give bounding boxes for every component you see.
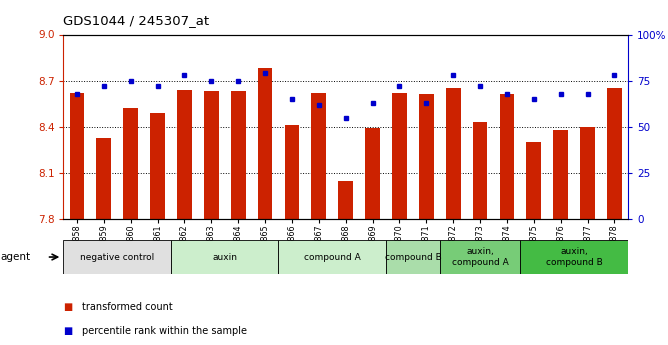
Bar — [419, 95, 434, 219]
Bar — [440, 240, 520, 274]
Text: compound A: compound A — [304, 253, 361, 262]
Bar — [392, 93, 407, 219]
Text: compound B: compound B — [385, 253, 442, 262]
Bar — [386, 240, 440, 274]
Bar — [69, 93, 84, 219]
Text: GDS1044 / 245307_at: GDS1044 / 245307_at — [63, 14, 210, 27]
Bar — [258, 68, 273, 219]
Text: auxin,
compound B: auxin, compound B — [546, 247, 603, 267]
Bar — [279, 240, 386, 274]
Text: auxin,
compound A: auxin, compound A — [452, 247, 508, 267]
Text: auxin: auxin — [212, 253, 237, 262]
Bar — [580, 127, 595, 219]
Bar — [63, 240, 171, 274]
Bar — [177, 90, 192, 219]
Text: transformed count: transformed count — [82, 302, 173, 312]
Bar — [607, 88, 622, 219]
Bar — [311, 93, 326, 219]
Bar — [526, 142, 541, 219]
Text: ■: ■ — [63, 302, 73, 312]
Bar — [553, 130, 568, 219]
Bar — [204, 91, 218, 219]
Bar — [150, 113, 165, 219]
Text: percentile rank within the sample: percentile rank within the sample — [82, 326, 247, 336]
Bar — [124, 108, 138, 219]
Bar — [473, 122, 488, 219]
Bar — [285, 125, 299, 219]
Bar — [230, 91, 246, 219]
Bar — [96, 138, 111, 219]
Bar — [500, 95, 514, 219]
Bar — [338, 181, 353, 219]
Bar — [520, 240, 628, 274]
Text: ■: ■ — [63, 326, 73, 336]
Bar — [171, 240, 279, 274]
Text: negative control: negative control — [80, 253, 154, 262]
Bar — [446, 88, 461, 219]
Bar — [365, 128, 380, 219]
Text: agent: agent — [0, 252, 30, 262]
